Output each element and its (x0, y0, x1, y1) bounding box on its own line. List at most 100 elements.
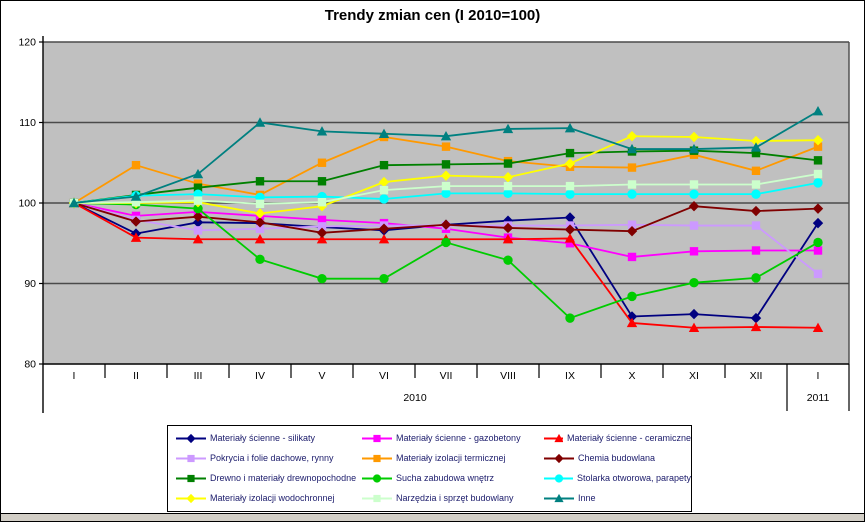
data-point-marker (689, 189, 699, 199)
legend-item: Materiały ścienne - gazobetony (362, 433, 544, 444)
x-axis-label: VII (440, 370, 453, 382)
legend-marker-shape (554, 473, 564, 483)
data-point-marker (379, 273, 389, 284)
legend-marker-shape (554, 453, 564, 463)
data-point-marker (378, 234, 390, 244)
legend-marker-icon (544, 473, 573, 483)
data-point-marker (626, 225, 638, 237)
data-point-marker (813, 169, 823, 179)
legend-item: Inne (544, 493, 691, 504)
window-bottom-strip (1, 513, 864, 521)
data-point-marker (751, 166, 761, 175)
legend-item: Pokrycia i folie dachowe, rynny (176, 453, 362, 464)
data-point-marker (379, 194, 389, 204)
data-point-marker (564, 212, 576, 223)
data-point-marker (564, 224, 576, 235)
data-point-marker (440, 219, 452, 230)
data-point-marker (812, 135, 824, 146)
legend-marker-icon (362, 454, 392, 462)
data-point-marker (750, 205, 762, 217)
y-axis-label: 80 (24, 359, 36, 371)
data-point-marker (502, 222, 514, 234)
x-axis-label: I (817, 370, 820, 382)
x-axis-label: X (628, 370, 635, 382)
data-point-marker (750, 321, 762, 332)
data-point-marker (751, 189, 761, 199)
legend-marker-icon (544, 493, 574, 502)
data-point-marker (441, 160, 451, 169)
data-point-marker (378, 176, 390, 188)
data-point-marker (688, 143, 700, 154)
data-point-marker (316, 234, 328, 244)
data-point-marker (813, 178, 823, 188)
data-point-marker (255, 224, 265, 233)
data-point-marker (503, 188, 513, 199)
data-point-marker (131, 160, 141, 170)
data-point-marker (751, 221, 761, 230)
x-axis-label: VIII (500, 370, 516, 382)
data-point-marker (813, 142, 823, 151)
legend-item: Materiały izolacji wodochronnej (176, 493, 362, 504)
chart-title: Trendy zmian cen (I 2010=100) (324, 7, 541, 24)
data-point-marker (130, 232, 142, 242)
legend-item: Materiały izolacji termicznej (362, 453, 544, 464)
x-axis-label: III (194, 370, 203, 382)
legend-marker-shape (554, 493, 564, 502)
legend-marker-icon (362, 494, 392, 502)
data-point-marker (503, 159, 513, 168)
data-point-marker (688, 308, 700, 320)
data-point-marker (440, 170, 452, 181)
legend-label: Materiały ścienne - gazobetony (396, 433, 521, 443)
data-point-marker (813, 269, 823, 279)
data-point-marker (564, 122, 576, 133)
data-point-marker (627, 252, 637, 262)
legend-item: Sucha zabudowa wnętrz (362, 473, 544, 484)
legend-item: Materiały ścienne - ceramiczne (544, 433, 691, 444)
data-point-marker (502, 172, 514, 183)
legend-marker-icon (544, 433, 563, 442)
x-axis-label: II (133, 370, 139, 382)
legend-marker-shape (373, 494, 381, 502)
y-axis-label: 100 (18, 198, 36, 210)
legend-label: Materiały izolacji wodochronnej (210, 493, 335, 503)
data-point-marker (565, 189, 575, 199)
data-point-marker (565, 239, 575, 248)
data-point-marker (255, 177, 265, 186)
x-axis-label: VI (379, 370, 389, 382)
legend-label: Materiały ścienne - ceramiczne (566, 433, 691, 443)
legend-marker-shape (187, 474, 195, 482)
data-point-marker (193, 196, 203, 205)
data-point-marker (68, 197, 80, 208)
x-axis-label: I (73, 370, 76, 382)
legend-label: Chemia budowlana (578, 453, 656, 463)
data-point-marker (317, 177, 327, 186)
data-point-marker (564, 233, 576, 243)
data-point-marker (255, 199, 265, 209)
x-axis-label: XII (750, 370, 763, 382)
data-point-marker (626, 143, 638, 154)
legend-marker-icon (176, 493, 206, 503)
data-point-marker (751, 148, 761, 158)
year-label: 2011 (807, 392, 830, 404)
data-point-marker (813, 246, 823, 255)
legend-label: Sucha zabudowa wnętrz (396, 473, 495, 483)
data-point-marker (812, 217, 824, 229)
legend-marker-icon (544, 453, 574, 463)
y-axis-label: 110 (19, 117, 36, 129)
data-point-marker (565, 181, 575, 191)
data-point-marker (751, 180, 761, 189)
data-point-marker (192, 211, 204, 222)
legend-item: Stolarka otworowa, parapety (544, 473, 691, 484)
data-point-marker (626, 130, 638, 142)
legend-label: Drewno i materiały drewnopochodne (210, 473, 357, 483)
data-point-marker (254, 217, 266, 228)
y-axis-label: 120 (18, 37, 36, 49)
legend-marker-shape (186, 493, 196, 503)
year-label: 2010 (403, 392, 427, 404)
legend-marker-shape (373, 434, 381, 442)
data-point-marker (441, 142, 451, 151)
legend-item: Materiały ścienne - silikaty (176, 433, 362, 444)
data-point-marker (441, 237, 451, 248)
